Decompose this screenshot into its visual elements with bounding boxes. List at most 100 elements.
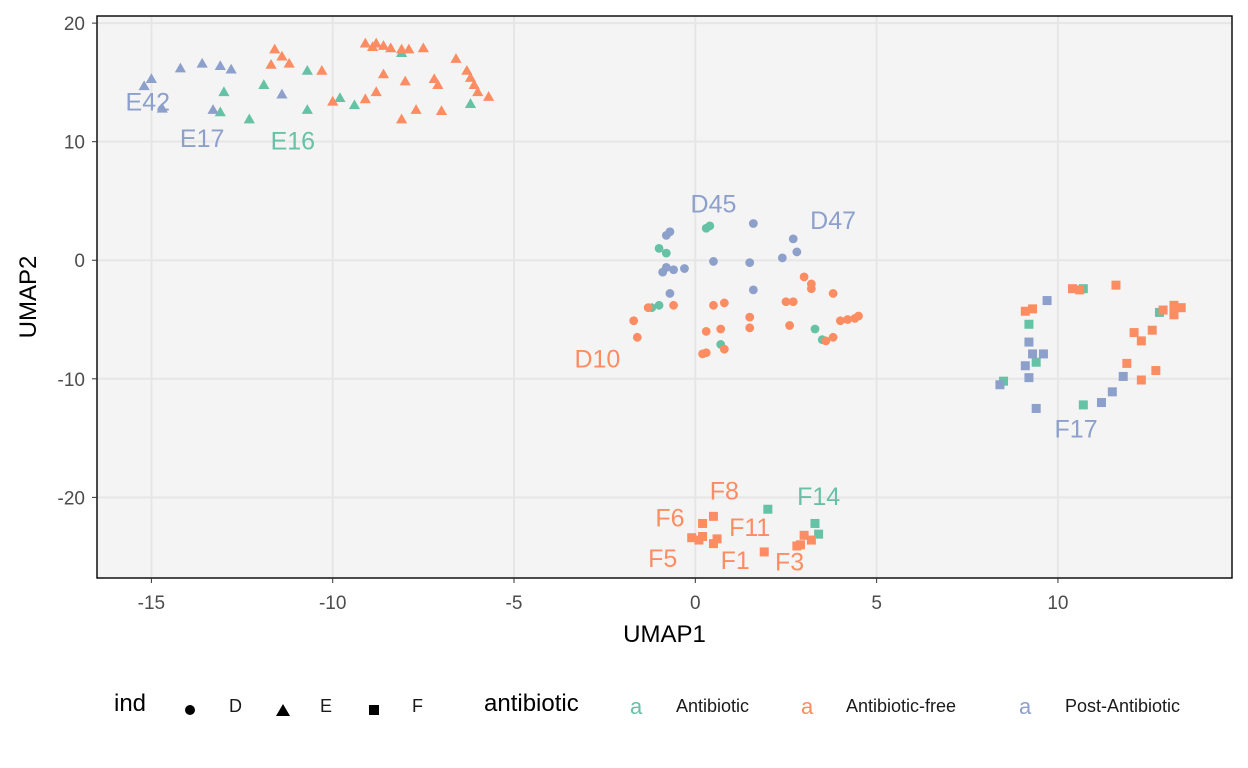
data-point-f — [1067, 284, 1077, 294]
x-axis-ticks: -15 -10 -5 0 5 10 — [138, 578, 1069, 614]
data-point-e — [377, 68, 390, 79]
triangle-shape-icon — [276, 704, 290, 716]
data-point-e — [283, 57, 295, 68]
shape-legend-keys — [185, 704, 379, 716]
data-point-f — [1096, 398, 1106, 408]
data-point-f — [708, 539, 718, 549]
data-point-e — [225, 63, 237, 74]
data-point-f — [1151, 366, 1161, 376]
data-point-f — [1129, 328, 1139, 338]
data-point-e — [399, 75, 411, 86]
data-point-d — [654, 300, 664, 310]
data-point-d — [850, 313, 860, 323]
data-point-d — [643, 303, 653, 313]
data-point-e — [377, 40, 390, 50]
data-point-d — [785, 321, 795, 330]
data-point-e — [410, 104, 422, 114]
data-point-d — [716, 324, 726, 334]
data-point-d — [709, 300, 718, 310]
legend-antibiotic-free: Antibiotic-free — [846, 696, 957, 716]
shape-legend-d: D — [229, 696, 242, 716]
data-point-d — [632, 332, 642, 342]
data-point-f — [1147, 325, 1157, 335]
data-point-f — [1028, 349, 1038, 359]
x-tick-label: -10 — [319, 593, 346, 614]
data-point-f — [694, 535, 704, 545]
legend: ind D E F antibiotic a Antibiotic a Anti… — [0, 690, 1248, 746]
data-point-e — [196, 57, 208, 68]
data-point-f — [1176, 303, 1186, 313]
data-point-e — [243, 113, 255, 124]
y-tick-label: 10 — [64, 133, 85, 154]
data-point-e — [403, 43, 415, 54]
data-point-d — [701, 223, 711, 233]
point-label: E17 — [180, 125, 224, 153]
y-tick-label: 0 — [74, 251, 85, 272]
data-point-d — [669, 300, 678, 310]
data-point-e — [370, 37, 382, 48]
data-point-d — [792, 247, 802, 257]
point-label: D45 — [691, 190, 737, 218]
data-point-d — [661, 248, 671, 258]
antibiotic-free-key-icon: a — [801, 694, 814, 719]
data-point-e — [156, 102, 168, 113]
point-label: E42 — [126, 88, 170, 116]
color-legend-title: antibiotic — [484, 690, 579, 717]
data-point-d — [788, 297, 798, 307]
point-label: D10 — [574, 346, 620, 374]
data-point-e — [218, 86, 230, 97]
point-label: F1 — [721, 547, 750, 575]
data-point-d — [669, 265, 678, 275]
data-point-d — [821, 336, 831, 346]
data-point-d — [680, 264, 689, 273]
data-point-e — [432, 79, 444, 89]
data-point-d — [781, 297, 791, 307]
data-point-d — [745, 323, 755, 333]
data-point-f — [1038, 349, 1048, 359]
data-point-d — [828, 289, 838, 298]
point-label: F8 — [710, 477, 739, 505]
x-tick-label: 10 — [1047, 593, 1068, 614]
data-point-d — [748, 285, 758, 295]
data-point-d — [665, 289, 675, 298]
data-point-e — [464, 72, 477, 82]
data-point-d — [661, 230, 671, 240]
legend-antibiotic: Antibiotic — [676, 696, 750, 716]
data-point-e — [483, 91, 495, 101]
data-point-f — [1158, 305, 1168, 315]
data-point-e — [276, 50, 288, 61]
data-point-f — [810, 518, 820, 528]
gridlines — [97, 16, 1232, 578]
data-point-f — [1111, 280, 1121, 290]
data-point-f — [1028, 304, 1038, 314]
data-point-d — [719, 344, 729, 354]
data-point-e — [348, 99, 361, 110]
data-point-f — [687, 533, 697, 543]
data-point-f — [814, 529, 824, 539]
data-point-d — [709, 257, 718, 266]
data-point-f — [708, 511, 718, 521]
data-point-e — [207, 104, 219, 114]
data-point-e — [417, 42, 429, 53]
data-point-f — [1107, 387, 1117, 397]
shape-legend-title: ind — [114, 690, 147, 717]
data-point-e — [301, 64, 313, 75]
data-point-d — [777, 253, 787, 263]
data-point-d — [788, 234, 798, 244]
data-point-f — [1024, 319, 1034, 329]
data-point-e — [316, 64, 328, 75]
point-label: F5 — [648, 545, 677, 573]
data-point-f — [1078, 400, 1088, 410]
data-point-f — [1169, 310, 1179, 320]
data-point-e — [435, 105, 448, 116]
x-axis-title: UMAP1 — [623, 621, 706, 648]
data-point-d — [799, 272, 809, 282]
data-point-e — [327, 95, 339, 106]
data-point-d — [748, 219, 758, 228]
data-point-e — [174, 62, 187, 73]
data-point-f — [1136, 336, 1146, 346]
data-points — [138, 37, 1186, 557]
point-label: E16 — [271, 127, 315, 155]
data-point-d — [629, 316, 639, 326]
data-point-f — [1169, 300, 1179, 310]
